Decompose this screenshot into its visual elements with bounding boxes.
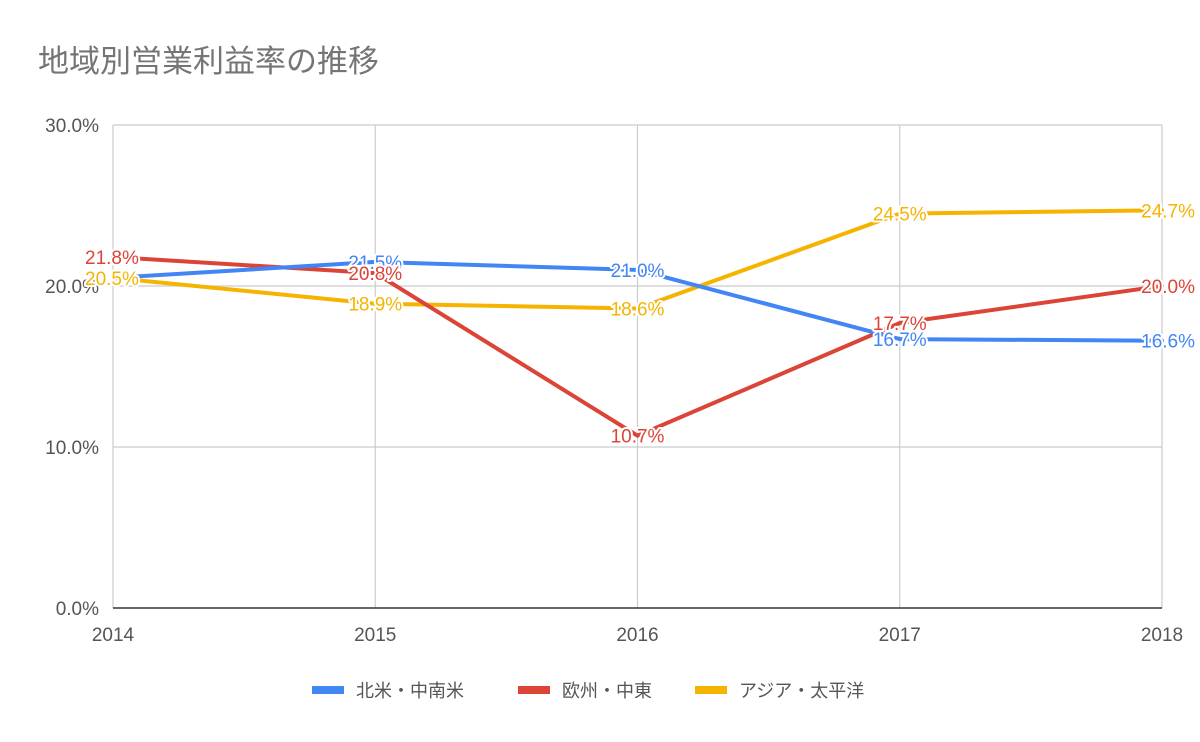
y-tick-label: 0.0% (56, 599, 99, 620)
data-label: 17.7% (873, 314, 927, 335)
x-tick-label: 2015 (354, 625, 396, 646)
x-tick-label: 2016 (616, 625, 658, 646)
data-label: 21.8% (85, 248, 139, 269)
y-tick-label: 30.0% (45, 116, 99, 137)
data-label: 16.6% (1141, 332, 1195, 353)
legend-label: 欧州・中東 (562, 681, 652, 702)
data-label: 20.8% (348, 264, 402, 285)
y-tick-label: 20.0% (45, 277, 99, 298)
data-label: 24.7% (1141, 201, 1195, 222)
x-tick-label: 2014 (92, 625, 135, 646)
series-line (111, 259, 1164, 343)
data-label: 10.7% (611, 427, 665, 448)
data-label: 20.5% (85, 269, 139, 290)
x-tick-label: 2018 (1141, 625, 1183, 646)
y-tick-label: 10.0% (45, 438, 99, 459)
legend-swatch (695, 686, 727, 694)
data-label: 21.5% (348, 253, 402, 274)
data-label: 18.6% (611, 300, 665, 321)
series-line (111, 208, 1164, 311)
x-tick-label: 2017 (879, 625, 921, 646)
legend-swatch (518, 686, 550, 694)
chart-title: 地域別営業利益率の推移 (38, 44, 379, 80)
legend-label: アジア・太平洋 (739, 681, 864, 702)
data-label: 20.0% (1141, 277, 1195, 298)
data-label: 18.9% (348, 295, 402, 316)
legend-swatch (312, 686, 344, 694)
legend-label: 北米・中南米 (356, 681, 464, 702)
data-label: 24.5% (873, 205, 927, 226)
data-label: 16.7% (873, 330, 927, 351)
data-label: 21.0% (611, 261, 665, 282)
